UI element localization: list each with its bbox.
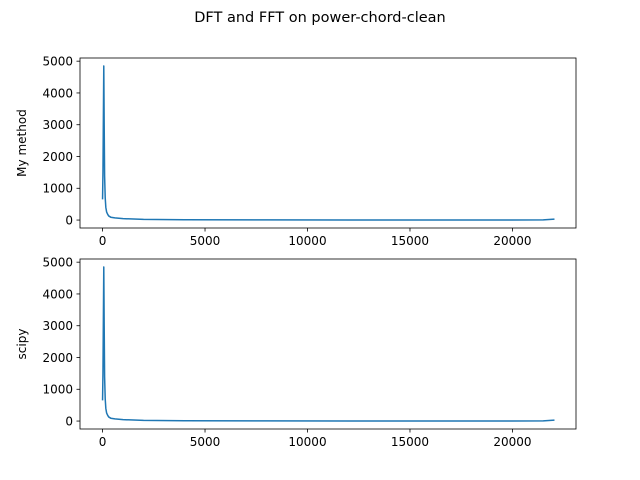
y-tick-label: 5000 <box>42 255 73 269</box>
subplot-scipy: 0 5000 10000 15000 20000 0 1000 2000 3000 4000 500… <box>15 255 577 449</box>
y-tick-label: 0 <box>65 213 73 227</box>
y-tick-label: 4000 <box>42 86 73 100</box>
subplot-my-method: 0 5000 10000 15000 20000 0 1000 2000 3000 4000 500… <box>15 54 577 248</box>
axes-frame <box>79 57 577 229</box>
x-tick-label: 5000 <box>190 435 221 449</box>
y-axis-label: scipy <box>15 329 29 360</box>
series-line <box>101 266 555 422</box>
y-tick-label: 5000 <box>42 54 73 68</box>
x-tick-label: 5000 <box>190 234 221 248</box>
y-tick-label: 1000 <box>42 182 73 196</box>
y-tick-label: 3000 <box>42 118 73 132</box>
y-tick-label: 2000 <box>42 150 73 164</box>
y-tick-label: 3000 <box>42 319 73 333</box>
y-tick-label: 2000 <box>42 351 73 365</box>
y-axis-label: My method <box>15 109 29 177</box>
x-tick-label: 10000 <box>288 234 326 248</box>
figure-suptitle: DFT and FFT on power-chord-clean <box>194 10 445 26</box>
x-tick-label: 0 <box>99 234 107 248</box>
x-tick-label: 20000 <box>493 435 531 449</box>
x-tick-label: 20000 <box>493 234 531 248</box>
y-tick-label: 0 <box>65 414 73 428</box>
axes-frame <box>79 258 577 430</box>
x-tick-label: 15000 <box>391 234 429 248</box>
x-tick-label: 0 <box>99 435 107 449</box>
y-tick-label: 4000 <box>42 287 73 301</box>
x-tick-label: 10000 <box>288 435 326 449</box>
series-line <box>101 65 555 221</box>
y-tick-label: 1000 <box>42 383 73 397</box>
x-tick-label: 15000 <box>391 435 429 449</box>
